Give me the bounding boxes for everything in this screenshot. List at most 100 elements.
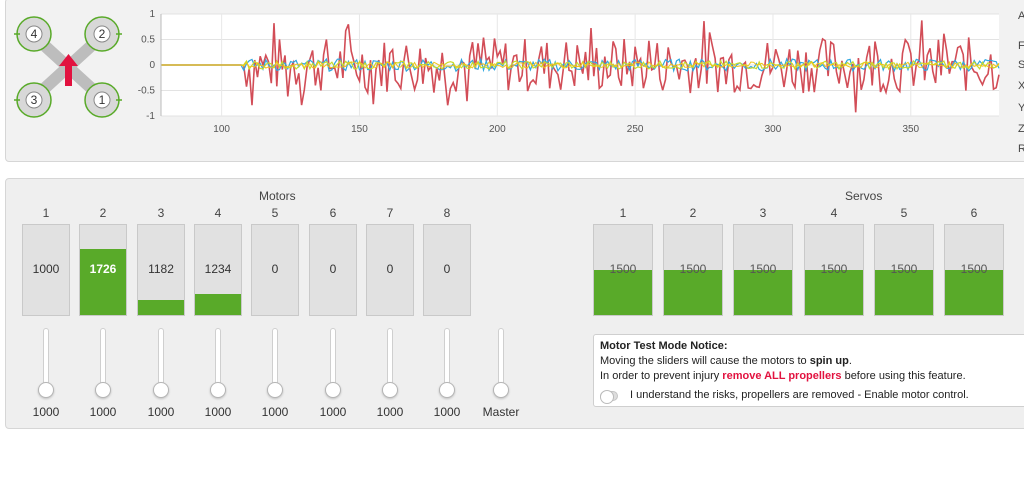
side-label: Y bbox=[1018, 102, 1024, 114]
chart-x-tick: 300 bbox=[765, 124, 782, 135]
motor-slider[interactable] bbox=[93, 328, 113, 400]
notice-line-1: Moving the sliders will cause the motors… bbox=[600, 355, 852, 367]
motor-meter: 1182 bbox=[137, 224, 185, 316]
motor-slider-value: 1000 bbox=[319, 405, 347, 419]
motor-number: 1 bbox=[42, 206, 50, 220]
motor-slider[interactable] bbox=[151, 328, 171, 400]
servo-meter: 1500 bbox=[874, 224, 934, 316]
slider-knob[interactable] bbox=[325, 382, 341, 398]
servo-meter: 1500 bbox=[944, 224, 1004, 316]
notice-title: Motor Test Mode Notice: bbox=[600, 340, 728, 352]
servo-meter-fill bbox=[945, 270, 1003, 315]
side-label: Z bbox=[1018, 123, 1024, 135]
chart-series-line bbox=[161, 60, 1000, 70]
motor-test-notice: Motor Test Mode Notice: Moving the slide… bbox=[593, 334, 1024, 407]
servo-value: 1500 bbox=[890, 262, 918, 276]
slider-knob[interactable] bbox=[38, 382, 54, 398]
motor-slider[interactable] bbox=[437, 328, 457, 400]
motor-slider[interactable] bbox=[208, 328, 228, 400]
servos-title: Servos bbox=[845, 189, 883, 203]
servo-meter-fill bbox=[875, 270, 933, 315]
servo-number: 3 bbox=[759, 206, 767, 220]
motor-label-4: 4 bbox=[31, 27, 38, 41]
motor-number: 3 bbox=[157, 206, 165, 220]
motor-value: 1000 bbox=[32, 262, 60, 276]
motor-number: 4 bbox=[214, 206, 222, 220]
motor-meter-fill bbox=[138, 299, 184, 315]
servo-number: 6 bbox=[970, 206, 978, 220]
servo-value: 1500 bbox=[749, 262, 777, 276]
slider-knob[interactable] bbox=[210, 382, 226, 398]
chart-x-tick: 100 bbox=[213, 124, 230, 135]
chart-y-tick: 1 bbox=[149, 9, 155, 20]
motor-meter: 0 bbox=[309, 224, 357, 316]
sensor-chart: 1 0.5 0 -0.5 -1 100 150 200 250 300 350 bbox=[138, 9, 1000, 135]
quad-diagram: 4 2 3 1 bbox=[14, 16, 122, 118]
motors-title: Motors bbox=[259, 189, 296, 203]
motor-meter-fill bbox=[80, 249, 126, 315]
chart-x-tick: 200 bbox=[489, 124, 506, 135]
motor-slider-value: 1000 bbox=[261, 405, 289, 419]
chart-x-tick: 350 bbox=[902, 124, 919, 135]
slider-knob[interactable] bbox=[439, 382, 455, 398]
servo-number: 5 bbox=[900, 206, 908, 220]
motor-value: 0 bbox=[271, 262, 279, 276]
motor-meter: 0 bbox=[423, 224, 471, 316]
servo-meter: 1500 bbox=[663, 224, 723, 316]
slider-knob[interactable] bbox=[95, 382, 111, 398]
motor-number: 7 bbox=[386, 206, 394, 220]
motor-meter: 1000 bbox=[22, 224, 70, 316]
notice-line-2: In order to prevent injury remove ALL pr… bbox=[600, 370, 966, 382]
chart-x-tick: 250 bbox=[627, 124, 644, 135]
servo-meter-fill bbox=[594, 270, 652, 315]
side-label: R bbox=[1018, 143, 1024, 155]
servo-value: 1500 bbox=[679, 262, 707, 276]
motor-slider[interactable] bbox=[380, 328, 400, 400]
motor-slider[interactable] bbox=[36, 328, 56, 400]
enable-motor-label[interactable]: I understand the risks, propellers are r… bbox=[630, 389, 969, 401]
chart-x-tick: 150 bbox=[351, 124, 368, 135]
servo-value: 1500 bbox=[960, 262, 988, 276]
motor-number: 5 bbox=[271, 206, 279, 220]
side-label: A bbox=[1018, 10, 1024, 22]
motor-number: 6 bbox=[329, 206, 337, 220]
side-label: S bbox=[1018, 59, 1024, 71]
servo-meter: 1500 bbox=[804, 224, 864, 316]
motor-meter-fill bbox=[195, 294, 241, 315]
motor-slider[interactable] bbox=[265, 328, 285, 400]
servo-meter: 1500 bbox=[593, 224, 653, 316]
motor-label-2: 2 bbox=[99, 27, 106, 41]
motor-number: 2 bbox=[99, 206, 107, 220]
motor-meter: 0 bbox=[251, 224, 299, 316]
servo-number: 4 bbox=[830, 206, 838, 220]
motor-meter: 1234 bbox=[194, 224, 242, 316]
slider-knob[interactable] bbox=[153, 382, 169, 398]
motor-slider-value: 1000 bbox=[204, 405, 232, 419]
motor-slider-value: 1000 bbox=[147, 405, 175, 419]
motor-value: 1726 bbox=[89, 262, 117, 276]
motor-meter: 1726 bbox=[79, 224, 127, 316]
chart-y-tick: -0.5 bbox=[138, 86, 156, 97]
chart-y-tick: -1 bbox=[146, 111, 155, 122]
servo-meter-fill bbox=[664, 270, 722, 315]
slider-knob[interactable] bbox=[267, 382, 283, 398]
chart-y-tick: 0.5 bbox=[141, 35, 155, 46]
side-label: F bbox=[1018, 40, 1024, 52]
servo-value: 1500 bbox=[609, 262, 637, 276]
motor-slider-value: 1000 bbox=[89, 405, 117, 419]
slider-knob[interactable] bbox=[382, 382, 398, 398]
servo-meter-fill bbox=[734, 270, 792, 315]
servo-meter: 1500 bbox=[733, 224, 793, 316]
servo-meter-fill bbox=[805, 270, 863, 315]
master-slider[interactable] bbox=[491, 328, 511, 400]
motor-slider[interactable] bbox=[323, 328, 343, 400]
slider-knob[interactable] bbox=[493, 382, 509, 398]
enable-motor-toggle[interactable] bbox=[600, 389, 618, 404]
side-label: X bbox=[1018, 80, 1024, 92]
master-label: Master bbox=[482, 405, 520, 419]
servo-number: 1 bbox=[619, 206, 627, 220]
chart-series-line bbox=[161, 20, 1000, 113]
motor-value: 0 bbox=[329, 262, 337, 276]
motor-number: 8 bbox=[443, 206, 451, 220]
motor-value: 0 bbox=[443, 262, 451, 276]
